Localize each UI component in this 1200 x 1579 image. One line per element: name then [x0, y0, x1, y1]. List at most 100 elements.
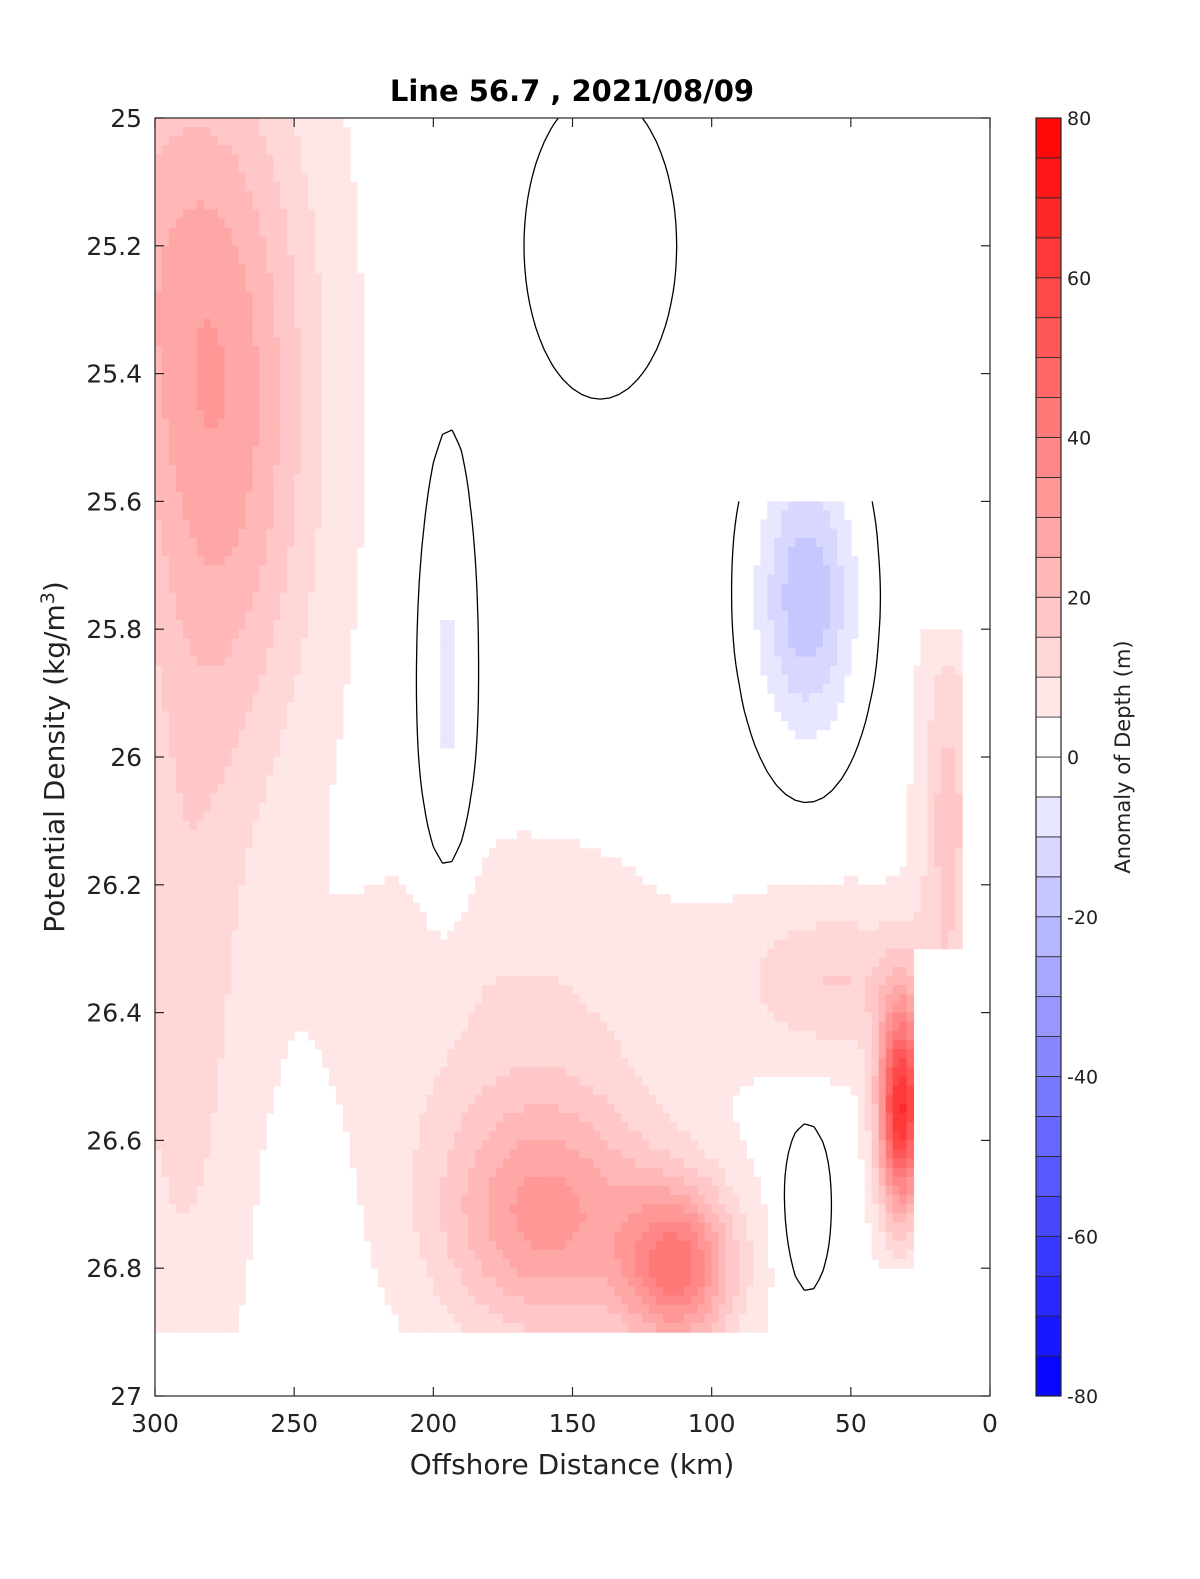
anomaly-cell	[475, 912, 483, 922]
anomaly-cell	[266, 400, 274, 411]
anomaly-cell	[252, 830, 260, 840]
anomaly-cell	[753, 620, 761, 630]
anomaly-cell	[941, 711, 949, 722]
anomaly-cell	[328, 510, 337, 521]
anomaly-cell	[161, 966, 170, 977]
anomaly-cell	[440, 711, 448, 722]
anomaly-cell	[217, 747, 226, 758]
anomaly-cell	[509, 930, 518, 941]
anomaly-cell	[718, 903, 727, 913]
anomaly-cell	[447, 729, 455, 740]
anomaly-cell	[175, 519, 184, 530]
anomaly-cell	[287, 574, 295, 585]
anomaly-cell	[301, 547, 309, 557]
anomaly-cell	[161, 802, 170, 813]
anomaly-cell	[718, 930, 727, 941]
anomaly-cell	[168, 136, 177, 146]
anomaly-cell	[767, 884, 775, 895]
anomaly-cell	[238, 318, 247, 329]
anomaly-cell	[447, 674, 455, 685]
anomaly-cell	[342, 528, 351, 539]
anomaly-cell	[356, 337, 365, 347]
anomaly-cell	[245, 1003, 254, 1014]
anomaly-cell	[252, 1049, 260, 1059]
anomaly-cell	[816, 592, 824, 603]
anomaly-cell	[175, 492, 184, 502]
anomaly-cell	[544, 957, 553, 968]
anomaly-cell	[871, 921, 880, 932]
anomaly-cell	[788, 501, 796, 512]
anomaly-cell	[356, 483, 365, 493]
anomaly-cell	[308, 145, 316, 156]
anomaly-cell	[829, 1003, 838, 1014]
anomaly-cell	[217, 145, 226, 156]
anomaly-cell	[349, 537, 358, 548]
anomaly-cell	[224, 766, 233, 776]
anomaly-cell	[829, 601, 838, 612]
anomaly-cell	[217, 976, 226, 986]
anomaly-cell	[934, 857, 942, 868]
anomaly-cell	[941, 848, 949, 859]
anomaly-cell	[502, 930, 511, 941]
anomaly-cell	[259, 519, 267, 530]
anomaly-cell	[217, 309, 226, 320]
anomaly-cell	[203, 656, 212, 667]
anomaly-cell	[168, 747, 177, 758]
anomaly-cell	[161, 1049, 170, 1059]
anomaly-cell	[273, 976, 281, 986]
anomaly-cell	[155, 875, 163, 886]
anomaly-cell	[203, 200, 212, 210]
anomaly-cell	[767, 1021, 775, 1032]
anomaly-cell	[259, 903, 267, 913]
anomaly-cell	[245, 665, 254, 676]
anomaly-cell	[231, 747, 240, 758]
anomaly-cell	[335, 893, 344, 904]
anomaly-cell	[217, 702, 226, 712]
anomaly-cell	[850, 620, 859, 630]
anomaly-cell	[816, 720, 824, 731]
anomaly-cell	[370, 1030, 379, 1041]
anomaly-cell	[523, 884, 532, 895]
anomaly-cell	[495, 866, 504, 877]
anomaly-cell	[189, 492, 198, 502]
anomaly-cell	[161, 729, 170, 740]
anomaly-cell	[315, 391, 323, 402]
anomaly-cell	[175, 181, 184, 192]
anomaly-cell	[182, 994, 191, 1005]
anomaly-cell	[217, 875, 226, 886]
anomaly-cell	[711, 1021, 720, 1032]
anomaly-cell	[189, 547, 198, 557]
anomaly-cell	[231, 656, 240, 667]
anomaly-cell	[864, 966, 873, 977]
anomaly-cell	[259, 1012, 267, 1023]
anomaly-cell	[231, 930, 240, 941]
anomaly-cell	[593, 848, 601, 859]
anomaly-cell	[412, 1030, 421, 1041]
anomaly-cell	[175, 273, 184, 283]
anomaly-cell	[621, 957, 629, 968]
anomaly-cell	[155, 683, 163, 694]
anomaly-cell	[823, 556, 831, 566]
anomaly-cell	[836, 930, 845, 941]
anomaly-cell	[308, 857, 316, 868]
anomaly-cell	[335, 948, 344, 959]
anomaly-cell	[843, 665, 852, 676]
anomaly-cell	[426, 930, 434, 941]
anomaly-cell	[266, 629, 274, 639]
anomaly-cell	[899, 921, 908, 932]
anomaly-cell	[328, 893, 337, 904]
anomaly-cell	[328, 1003, 337, 1014]
anomaly-cell	[760, 1012, 768, 1023]
anomaly-cell	[322, 318, 330, 329]
anomaly-cell	[419, 1012, 427, 1023]
anomaly-cell	[189, 264, 198, 274]
anomaly-cell	[210, 966, 219, 977]
anomaly-cell	[941, 820, 949, 831]
anomaly-cell	[927, 848, 935, 859]
anomaly-cell	[203, 528, 212, 539]
anomaly-cell	[252, 382, 260, 393]
anomaly-cell	[516, 1003, 525, 1014]
anomaly-cell	[600, 976, 608, 986]
anomaly-cell	[955, 738, 963, 749]
